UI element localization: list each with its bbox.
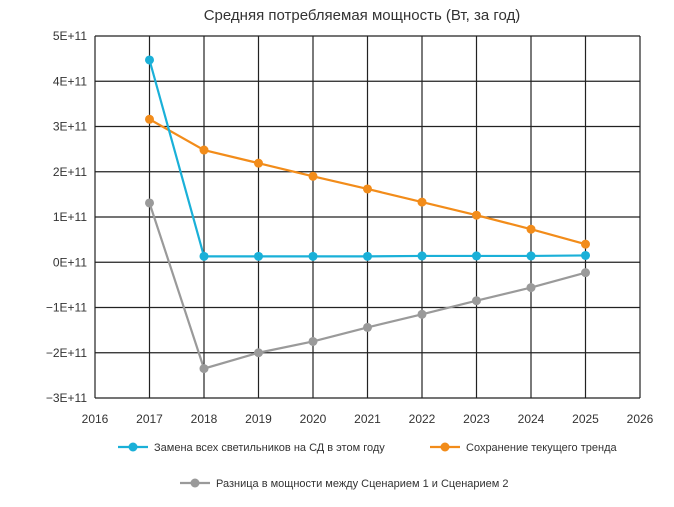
series-3 (145, 198, 590, 374)
data-point (417, 309, 427, 319)
data-point (199, 145, 209, 155)
x-tick-label: 2018 (191, 412, 218, 426)
data-point (526, 251, 536, 261)
legend-item: Замена всех светильников на СД в этом го… (118, 442, 385, 454)
legend: Замена всех светильников на СД в этом го… (118, 442, 617, 490)
data-point (308, 336, 318, 346)
x-tick-label: 2019 (245, 412, 272, 426)
x-tick-label: 2017 (136, 412, 163, 426)
data-point (472, 296, 481, 306)
x-tick-label: 2024 (518, 412, 545, 426)
y-tick-label: 1E+11 (53, 210, 87, 224)
y-tick-label: 5E+11 (53, 29, 87, 43)
data-point (254, 158, 263, 168)
legend-marker-icon (440, 442, 450, 452)
data-point (363, 322, 372, 332)
data-point (199, 364, 209, 374)
legend-label: Сохранение текущего тренда (466, 442, 617, 454)
y-tick-label: −3E+11 (46, 391, 87, 405)
y-tick-label: 3E+11 (53, 120, 87, 134)
legend-label: Замена всех светильников на СД в этом го… (154, 442, 385, 454)
data-point (308, 171, 318, 181)
data-point (581, 250, 590, 260)
data-point (363, 251, 372, 261)
data-point (526, 283, 536, 293)
x-tick-label: 2023 (463, 412, 490, 426)
data-point (363, 184, 372, 194)
data-point (199, 251, 209, 261)
y-tick-label: −1E+11 (46, 301, 87, 315)
data-point (581, 268, 590, 278)
data-point (308, 251, 318, 261)
data-point (145, 55, 154, 65)
y-tick-label: 4E+11 (53, 74, 87, 88)
legend-item: Разница в мощности между Сценарием 1 и С… (180, 478, 509, 490)
series-group (145, 55, 590, 374)
data-point (417, 197, 427, 207)
y-tick-label: 2E+11 (53, 165, 87, 179)
legend-label: Разница в мощности между Сценарием 1 и С… (216, 478, 509, 490)
chart-title: Средняя потребляемая мощность (Вт, за го… (204, 7, 521, 24)
y-tick-label: 0E+11 (53, 255, 87, 269)
data-point (472, 251, 481, 261)
y-tick-label: −2E+11 (46, 346, 87, 360)
x-tick-label: 2016 (82, 412, 109, 426)
data-point (254, 348, 263, 358)
x-tick-label: 2020 (300, 412, 327, 426)
data-point (417, 251, 427, 261)
legend-marker-icon (128, 442, 138, 452)
data-point (526, 224, 536, 234)
x-axis: 2016 2017 2018 2019 2020 2021 2022 2023 2024 2025… (82, 412, 654, 426)
data-point (581, 239, 590, 249)
data-point (145, 114, 154, 124)
series-2 (145, 114, 590, 249)
x-tick-label: 2021 (354, 412, 381, 426)
x-tick-label: 2026 (627, 412, 654, 426)
data-point (254, 251, 263, 261)
legend-marker-icon (190, 478, 200, 488)
y-axis: 5E+11 4E+11 3E+11 2E+11 1E+11 0E+11 −1E+11 −2E+… (46, 29, 87, 405)
legend-item: Сохранение текущего тренда (430, 442, 617, 454)
data-point (145, 198, 154, 208)
grid (94, 35, 641, 399)
x-tick-label: 2025 (572, 412, 599, 426)
series-1 (145, 55, 590, 261)
x-tick-label: 2022 (409, 412, 436, 426)
data-point (472, 210, 481, 220)
